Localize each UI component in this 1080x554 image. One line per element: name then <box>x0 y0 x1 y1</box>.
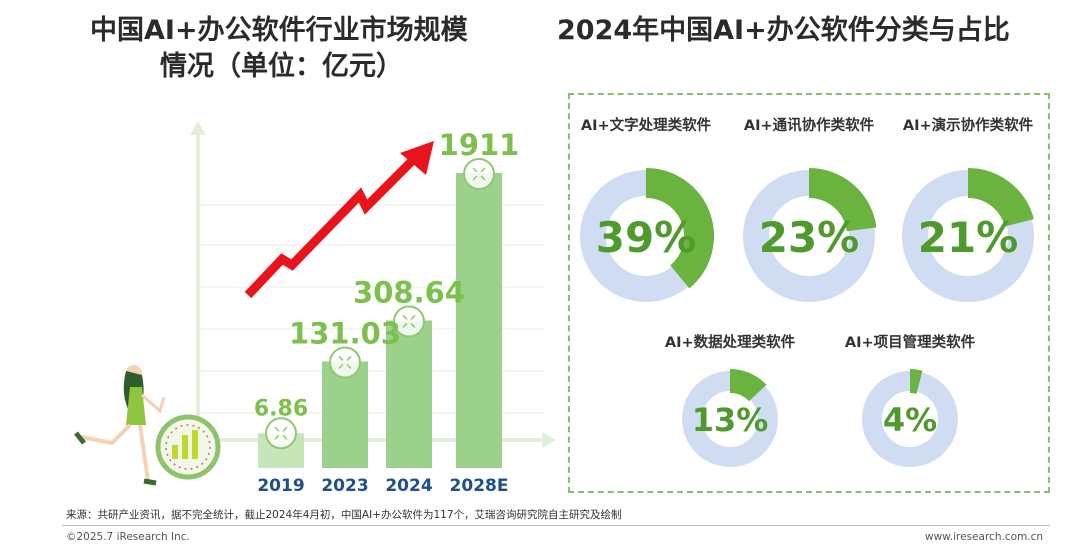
person-leg <box>138 424 150 482</box>
donut-percent-label: 23% <box>759 213 860 262</box>
donut-category-label: AI+数据处理类软件 <box>665 333 796 351</box>
person-arm <box>141 393 166 414</box>
category-share-panel <box>568 93 1050 493</box>
donut-slice <box>645 168 714 289</box>
category-label: 2023 <box>321 476 368 496</box>
donut-category-label: AI+项目管理类软件 <box>845 333 976 351</box>
coin-dots <box>165 424 211 470</box>
donut-percent-label: 4% <box>883 401 937 439</box>
left-chart-title-line1: 中国AI+办公软件行业市场规模 <box>90 15 468 46</box>
bar-badge-icon <box>265 417 297 450</box>
growth-arrow <box>244 157 416 299</box>
person-shoe <box>74 431 86 445</box>
site-url: www.iresearch.com.cn <box>925 531 1044 543</box>
bar-badge-icon <box>329 346 361 379</box>
bar-value-label: 308.64 <box>353 275 465 309</box>
mini-bar-icon <box>172 445 178 459</box>
bar-value-label: 6.86 <box>254 396 308 421</box>
donut-slice <box>808 168 877 232</box>
source-note: 来源：共研产业资讯，据不完全统计，截止2024年4月初，中国AI+办公软件为11… <box>66 509 622 521</box>
bar-value-label: 131.03 <box>289 316 401 350</box>
person-leg <box>81 423 132 446</box>
donut-category-label: AI+文字处理类软件 <box>581 116 712 134</box>
growth-arrowhead <box>400 141 434 175</box>
category-donut-charts: 39% AI+文字处理类软件 23% AI+通讯协作类软件 21% AI+演示协作类软件 1… <box>580 116 1034 467</box>
bar-badge-icon <box>463 158 495 190</box>
donut-category-label: AI+通讯协作类软件 <box>744 116 875 134</box>
x-axis-arrowhead <box>542 432 556 448</box>
donut-percent-label: 13% <box>692 401 769 439</box>
donut-slice <box>967 168 1034 228</box>
copyright: ©2025.7 iResearch Inc. <box>66 531 190 543</box>
compress-arrows-icon <box>274 426 288 440</box>
donut-category-label: AI+演示协作类软件 <box>903 116 1034 134</box>
donut-slice <box>729 369 767 402</box>
donut-slice <box>909 369 923 394</box>
market-size-bar-chart: 6.86 2019 131.03 2023 308.64 2024 1911 2028E <box>74 121 556 496</box>
bar-2023 <box>322 361 368 468</box>
category-label: 2028E <box>450 476 509 496</box>
left-chart-title-line2: 情况（单位：亿元） <box>160 51 403 82</box>
donut-percent-label: 39% <box>596 213 697 262</box>
mini-bar-icon <box>182 435 188 459</box>
bar-2028E <box>456 173 502 468</box>
category-label: 2019 <box>257 476 304 496</box>
y-axis-arrowhead <box>190 121 206 135</box>
bar-value-label: 1911 <box>439 128 520 162</box>
category-label: 2024 <box>385 476 432 496</box>
bar-badge-icon <box>393 305 425 338</box>
donut-percent-label: 21% <box>918 213 1019 262</box>
bar-2024 <box>386 320 432 468</box>
person-dress <box>126 387 146 425</box>
right-chart-title: 2024年中国AI+办公软件分类与占比 <box>557 15 1010 46</box>
mini-bar-icon <box>192 430 198 459</box>
footer-divider <box>62 525 1050 526</box>
person-shoe <box>143 478 157 486</box>
compress-arrows-icon <box>402 314 416 328</box>
compress-arrows-icon <box>472 167 486 181</box>
compress-arrows-icon <box>338 355 352 369</box>
